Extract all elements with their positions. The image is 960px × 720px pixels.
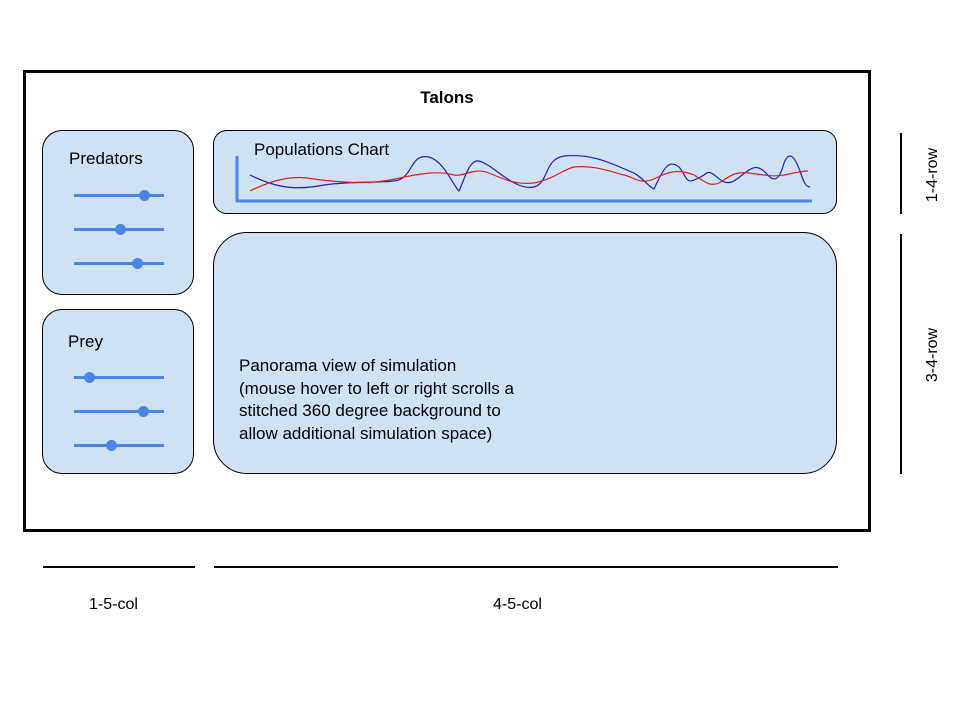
col-right-label: 4-5-col [493,596,542,613]
row-bottom-measure-line [900,234,902,474]
predator-slider-3[interactable] [74,258,164,270]
row-top-measure-line [900,133,902,214]
prey-label: Prey [68,332,103,351]
chart-series-blue [249,154,811,192]
slider-track [74,194,164,197]
chart-label: Populations Chart [254,140,390,159]
slider-thumb[interactable] [105,440,117,451]
predator-slider-2[interactable] [74,224,164,236]
predators-panel: Predators [42,130,194,295]
panorama-line-3: stitched 360 degree background to [239,401,501,420]
panorama-line-4: allow additional simulation space) [239,423,493,443]
chart-series-red [249,166,809,192]
app-frame [23,70,871,532]
slider-thumb[interactable] [114,224,126,235]
slider-thumb[interactable] [139,190,151,201]
predators-label: Predators [69,149,143,168]
panorama-line-2: (mouse hover to left or right scrolls a [239,378,514,398]
slider-track [74,376,164,379]
slider-track [74,262,164,265]
panorama-description: Panorama view of simulation (mouse hover… [239,355,514,445]
slider-track [74,444,164,447]
slider-thumb[interactable] [132,258,143,269]
populations-chart [235,154,812,203]
prey-slider-1[interactable] [74,372,164,384]
row-top-label: 1-4-row [924,147,941,203]
col-left-measure-line [43,566,195,568]
panorama-panel[interactable]: Panorama view of simulation (mouse hover… [213,232,837,474]
page-title: Talons [420,88,474,107]
slider-thumb[interactable] [138,406,150,417]
col-right-measure-line [214,566,838,568]
col-left-label: 1-5-col [89,596,138,613]
populations-chart-panel: Populations Chart [213,130,837,214]
prey-slider-2[interactable] [74,406,164,418]
slider-track [74,410,164,413]
slider-thumb[interactable] [84,372,96,383]
prey-panel: Prey [42,309,194,474]
panorama-line-1: Panorama view of simulation [239,356,457,375]
prey-slider-3[interactable] [74,440,164,452]
row-bottom-label: 3-4-row [924,327,941,383]
predator-slider-1[interactable] [74,190,164,202]
